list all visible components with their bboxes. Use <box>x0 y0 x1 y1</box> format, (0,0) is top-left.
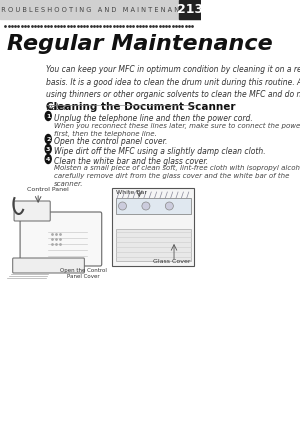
Text: 2: 2 <box>46 136 50 141</box>
Bar <box>0 0 201 19</box>
Text: Open the control panel cover.: Open the control panel cover. <box>53 137 167 146</box>
FancyBboxPatch shape <box>20 212 102 266</box>
Ellipse shape <box>165 202 173 210</box>
Text: 1: 1 <box>46 114 50 119</box>
Text: 3: 3 <box>46 146 50 151</box>
Text: Moisten a small piece of clean soft, lint-free cloth with isopropyl alcohol and
: Moisten a small piece of clean soft, lin… <box>53 165 300 187</box>
Circle shape <box>45 154 51 163</box>
Bar <box>116 198 191 214</box>
Text: Glass Cover: Glass Cover <box>153 259 190 264</box>
Text: Cleaning the Document Scanner: Cleaning the Document Scanner <box>46 102 235 112</box>
Text: 213: 213 <box>177 3 203 16</box>
Text: Clean the white bar and the glass cover.: Clean the white bar and the glass cover. <box>53 157 208 166</box>
Text: T R O U B L E S H O O T I N G   A N D   M A I N T E N A N C E: T R O U B L E S H O O T I N G A N D M A … <box>0 6 192 13</box>
Text: Unplug the telephone line and then the power cord.: Unplug the telephone line and then the p… <box>53 114 252 123</box>
Text: You can keep your MFC in optimum condition by cleaning it on a regular
basis. It: You can keep your MFC in optimum conditi… <box>46 65 300 111</box>
Circle shape <box>45 144 51 154</box>
Bar <box>116 229 191 261</box>
Circle shape <box>45 111 51 121</box>
Bar <box>179 0 201 19</box>
Circle shape <box>45 135 51 143</box>
Text: When you reconnect these lines later, make sure to connect the power cord
first,: When you reconnect these lines later, ma… <box>53 123 300 137</box>
FancyBboxPatch shape <box>13 258 84 273</box>
Text: 4: 4 <box>46 157 50 162</box>
Text: White Bar: White Bar <box>116 190 148 195</box>
Text: Open the Control
Panel Cover: Open the Control Panel Cover <box>60 268 106 279</box>
Bar <box>112 188 194 266</box>
Ellipse shape <box>142 202 150 210</box>
Text: Control Panel: Control Panel <box>27 187 68 192</box>
FancyBboxPatch shape <box>14 201 50 221</box>
Text: Wipe dirt off the MFC using a slightly damp clean cloth.: Wipe dirt off the MFC using a slightly d… <box>53 147 265 156</box>
Text: Regular Maintenance: Regular Maintenance <box>7 34 272 54</box>
Ellipse shape <box>118 202 127 210</box>
